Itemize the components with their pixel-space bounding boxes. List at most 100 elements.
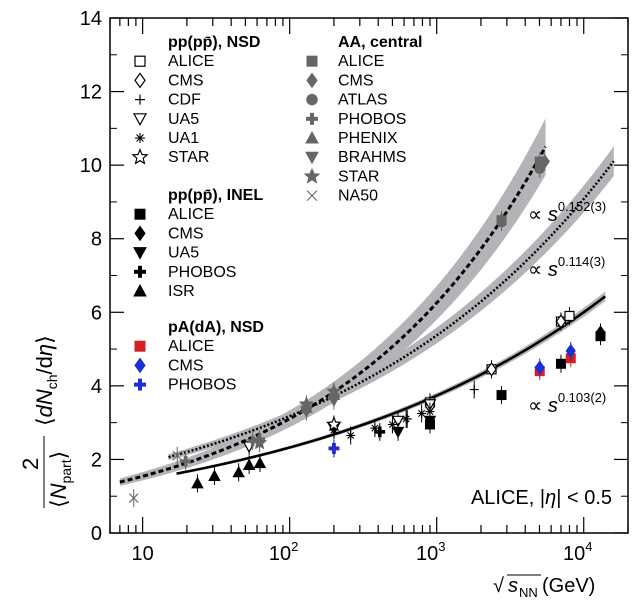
x-axis-label-sqrt: √ — [493, 575, 504, 597]
data-point-4-6 — [425, 407, 435, 417]
legend-group-title-2: pA(dA), NSD — [168, 319, 264, 336]
data-point-10-4 — [253, 456, 267, 469]
legend-marker-0-3 — [132, 113, 148, 127]
data-point-0-3 — [564, 310, 575, 322]
data-point-20-1 — [251, 434, 268, 450]
x-axis-label: √ s NN (GeV) — [493, 574, 595, 600]
data-point-16-0 — [496, 216, 507, 228]
y-tick-label-5: 10 — [80, 155, 102, 177]
legend-marker-3-2 — [306, 93, 318, 106]
legend-label-3-1: CMS — [338, 72, 374, 89]
legend-marker-3-4 — [305, 130, 319, 144]
y-axis-label-open: ⟨ — [32, 417, 57, 426]
legend-marker-1-3 — [134, 265, 146, 278]
legend-label-3-6: STAR — [338, 168, 379, 185]
annotation: ALICE, |η| < 0.5 — [471, 487, 612, 509]
data-point-6-1 — [496, 390, 507, 401]
legend: pp(pp̄), NSD ALICE CMS CDF UA5 UA1 STAR pp(pp̄)… — [131, 34, 422, 394]
data-point-5-0 — [326, 416, 342, 432]
data-point-10-2 — [232, 465, 245, 478]
data-point-4-5 — [417, 408, 427, 418]
legend-label-3-7: NA50 — [338, 188, 378, 205]
fit-label-1: ∝ s0.114(3) — [528, 254, 605, 281]
legend-label-3-2: ATLAS — [338, 92, 388, 109]
y-tick-label-0: 0 — [91, 523, 102, 545]
legend-label-1-3: PHOBOS — [168, 264, 236, 281]
y-axis-frac-den: ⟨Npart⟩ — [46, 451, 74, 508]
data-point-12-0 — [534, 360, 545, 375]
fit-label-0: ∝ s0.152(3) — [528, 199, 606, 226]
x-tick-label-0: 10 — [131, 543, 153, 565]
legend-label-0-0: ALICE — [168, 53, 214, 70]
legend-marker-0-4 — [135, 133, 145, 143]
legend-label-0-5: STAR — [168, 149, 209, 166]
data-point-10-1 — [208, 469, 221, 481]
data-point-13-0 — [328, 442, 340, 454]
x-tick-label-3: 104 — [563, 539, 592, 565]
fit-curve-1 — [168, 160, 615, 459]
legend-label-3-3: PHOBOS — [338, 111, 406, 128]
data-point-12-1 — [565, 343, 576, 359]
y-tick-label-3: 6 — [91, 302, 102, 324]
legend-label-2-1: CMS — [168, 357, 204, 374]
y-tick-label-1: 2 — [91, 449, 102, 471]
data-point-8-0 — [391, 426, 405, 439]
fit-curve-2 — [176, 295, 606, 475]
x-axis-label-sub: NN — [519, 585, 538, 600]
legend-marker-2-2 — [134, 378, 146, 391]
legend-marker-0-1 — [134, 72, 146, 89]
data-point-17-0 — [180, 455, 191, 467]
data-point-9-1 — [374, 426, 386, 438]
legend-label-1-0: ALICE — [168, 206, 214, 223]
legend-label-0-4: UA1 — [168, 130, 199, 147]
legend-marker-2-0 — [134, 340, 146, 352]
legend-label-0-3: UA5 — [168, 111, 199, 128]
data-point-7-0 — [595, 325, 606, 340]
data-point-10-0 — [191, 476, 204, 489]
legend-marker-1-0 — [134, 208, 146, 220]
data-point-1-1 — [486, 361, 497, 377]
y-tick-label-6: 12 — [80, 82, 102, 104]
y-tick-label-2: 4 — [91, 376, 102, 398]
legend-group-title-1: pp(pp̄), INEL — [168, 187, 263, 204]
legend-label-0-1: CMS — [168, 72, 204, 89]
data-marker-layer — [128, 152, 606, 508]
legend-label-1-2: UA5 — [168, 245, 199, 262]
y-tick-label-4: 8 — [91, 229, 102, 251]
data-point-20-0 — [298, 396, 315, 411]
legend-label-3-4: PHENIX — [338, 130, 398, 147]
fit-label-2: ∝ s0.103(2) — [528, 390, 606, 417]
legend-marker-3-3 — [306, 112, 318, 125]
legend-label-0-2: CDF — [168, 92, 201, 109]
data-point-6-2 — [555, 358, 566, 369]
data-point-21-1 — [172, 450, 183, 461]
legend-marker-3-5 — [305, 151, 319, 165]
data-point-4-4 — [401, 414, 411, 424]
legend-label-1-4: ISR — [168, 283, 195, 300]
legend-group-title-3: AA, central — [338, 34, 422, 51]
data-point-20-2 — [326, 383, 342, 398]
legend-label-3-0: ALICE — [338, 53, 384, 70]
legend-marker-3-7 — [306, 190, 318, 201]
y-axis-label-main: ⟨dNch/dη⟩ — [32, 335, 60, 426]
y-tick-label-7: 14 — [80, 8, 102, 30]
legend-marker-2-1 — [134, 357, 146, 374]
legend-marker-1-4 — [133, 283, 147, 297]
legend-marker-3-0 — [306, 55, 318, 67]
data-point-16-1 — [534, 163, 545, 175]
data-point-21-0 — [128, 493, 139, 503]
y-axis-frac-den-close: ⟩ — [46, 451, 71, 460]
legend-marker-3-1 — [306, 72, 318, 89]
legend-label-2-2: PHOBOS — [168, 377, 236, 394]
x-tick-label-1: 102 — [269, 539, 298, 565]
fit-label-layer: ∝ s0.152(3) ∝ s0.114(3) ∝ s0.103(2) — [528, 199, 606, 417]
legend-marker-1-1 — [134, 225, 146, 242]
legend-label-2-0: ALICE — [168, 338, 214, 355]
y-axis-frac-den-open: ⟨ — [46, 499, 71, 508]
legend-label-3-5: BRAHMS — [338, 149, 406, 166]
y-axis-label-close: ⟩ — [32, 335, 57, 344]
legend-label-1-1: CMS — [168, 225, 204, 242]
legend-marker-1-2 — [133, 247, 147, 260]
legend-marker-0-5 — [131, 148, 149, 165]
